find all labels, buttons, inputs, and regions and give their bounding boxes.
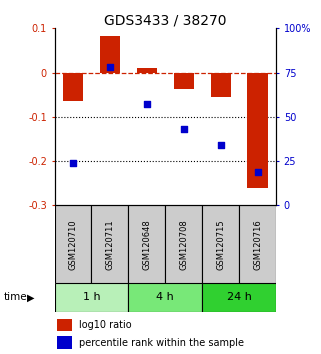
Bar — [57, 336, 72, 349]
Point — [181, 126, 187, 132]
Text: GSM120715: GSM120715 — [216, 219, 225, 270]
Bar — [165, 205, 202, 283]
Bar — [239, 205, 276, 283]
Text: time: time — [3, 292, 27, 302]
Text: 4 h: 4 h — [156, 292, 174, 302]
Text: 24 h: 24 h — [227, 292, 252, 302]
Bar — [55, 283, 128, 312]
Text: GSM120716: GSM120716 — [253, 219, 262, 270]
Bar — [128, 205, 165, 283]
Point — [255, 169, 260, 175]
Point — [71, 160, 76, 166]
Bar — [128, 283, 202, 312]
Text: GSM120648: GSM120648 — [142, 219, 152, 270]
Text: log10 ratio: log10 ratio — [79, 320, 132, 330]
Text: GSM120710: GSM120710 — [68, 219, 78, 270]
Bar — [211, 73, 231, 97]
Bar — [202, 205, 239, 283]
Bar — [91, 205, 128, 283]
Bar — [55, 205, 91, 283]
Text: 1 h: 1 h — [83, 292, 100, 302]
Bar — [57, 319, 72, 331]
Text: GSM120711: GSM120711 — [105, 219, 115, 270]
Point — [218, 142, 223, 148]
Bar — [202, 283, 276, 312]
Title: GDS3433 / 38270: GDS3433 / 38270 — [104, 13, 227, 27]
Bar — [63, 73, 83, 101]
Bar — [247, 73, 268, 188]
Text: GSM120708: GSM120708 — [179, 219, 188, 270]
Bar — [137, 68, 157, 73]
Text: percentile rank within the sample: percentile rank within the sample — [79, 338, 244, 348]
Text: ▶: ▶ — [27, 292, 35, 302]
Bar — [174, 73, 194, 89]
Point — [144, 102, 150, 107]
Bar — [100, 36, 120, 73]
Point — [107, 64, 113, 70]
